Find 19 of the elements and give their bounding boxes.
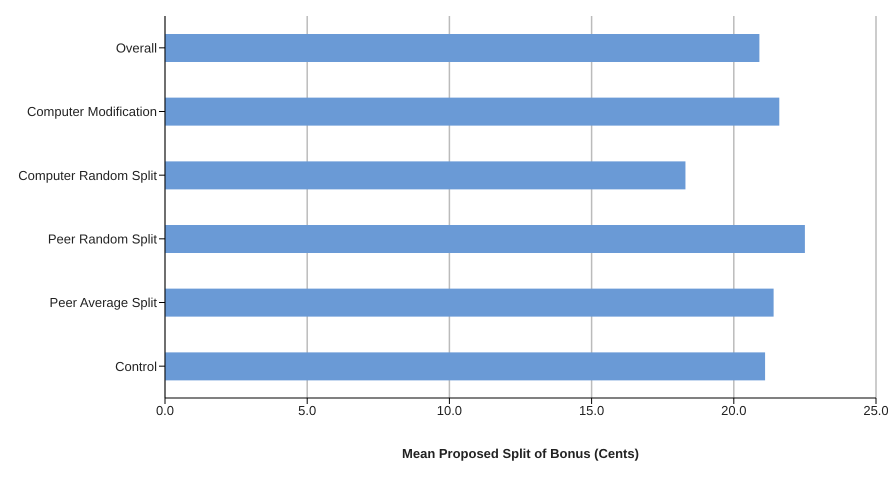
x-axis-title: Mean Proposed Split of Bonus (Cents)	[402, 446, 639, 461]
bar	[165, 34, 760, 62]
y-tick-label: Computer Random Split	[18, 168, 158, 183]
x-tick-label: 5.0	[298, 403, 316, 418]
y-tick-label: Peer Random Split	[48, 231, 158, 246]
x-tick-label: 15.0	[578, 403, 604, 418]
x-tick-label: 20.0	[721, 403, 746, 418]
bar	[165, 225, 805, 253]
y-tick-label: Control	[115, 358, 158, 374]
x-tick-label: 25.0	[863, 403, 889, 418]
y-tick-label: Computer Modification	[26, 104, 157, 120]
bar	[165, 98, 780, 126]
y-tick-label: Peer Average Split	[50, 295, 158, 310]
bar	[165, 352, 766, 380]
x-tick-label: 0.0	[156, 403, 174, 418]
y-tick-label: Overall	[116, 40, 158, 56]
bar	[165, 161, 686, 190]
x-tick-label: 10.0	[436, 403, 462, 418]
bar	[165, 288, 774, 317]
